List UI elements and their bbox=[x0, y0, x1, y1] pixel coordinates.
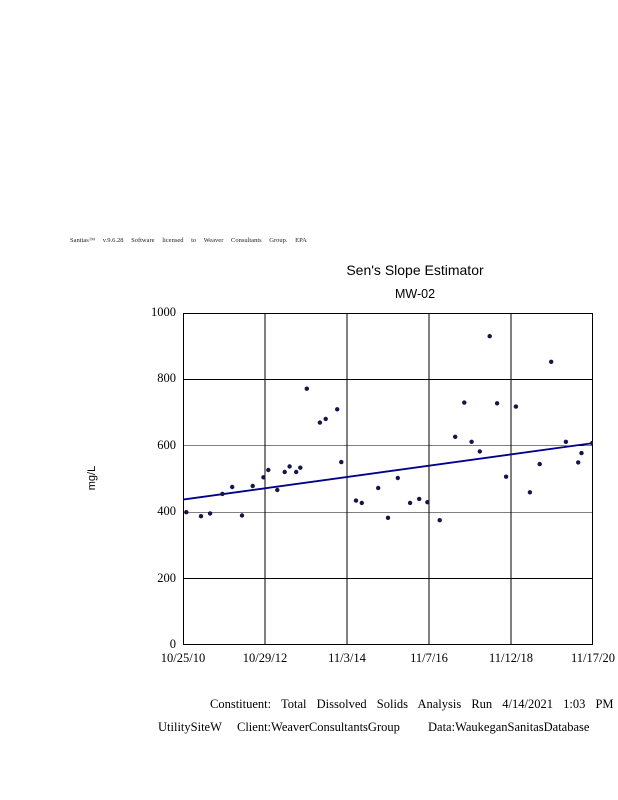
y-axis-label: mg/L bbox=[86, 465, 99, 491]
data-point bbox=[323, 416, 328, 422]
data-point bbox=[353, 498, 359, 503]
data-point bbox=[579, 450, 584, 456]
y-tick-label: 800 bbox=[157, 371, 176, 386]
x-tick-label: 11/12/18 bbox=[489, 651, 533, 665]
data-point bbox=[304, 386, 309, 391]
footer-site-name: UtilitySiteW bbox=[158, 720, 222, 734]
x-tick-label: 11/3/14 bbox=[328, 651, 366, 665]
x-tick-label: 11/7/16 bbox=[410, 651, 448, 665]
chart-subtitle-well-id: MW-02 bbox=[394, 287, 436, 301]
data-point bbox=[462, 400, 467, 405]
data-point bbox=[549, 359, 554, 364]
plot-border bbox=[183, 313, 593, 645]
data-point bbox=[487, 334, 492, 339]
footer-data-source: Data:WaukeganSanitasDatabase bbox=[428, 720, 590, 734]
data-point bbox=[494, 401, 500, 406]
data-point bbox=[198, 514, 204, 519]
data-point bbox=[417, 496, 422, 502]
data-point bbox=[275, 487, 280, 493]
y-tick-label: 1000 bbox=[151, 305, 176, 319]
data-point bbox=[261, 475, 266, 480]
data-point bbox=[220, 491, 225, 497]
data-point bbox=[317, 420, 323, 425]
data-point bbox=[537, 461, 542, 467]
data-point bbox=[287, 464, 292, 469]
data-point bbox=[563, 439, 569, 444]
footer-constituent-line: Constituent: Total Dissolved Solids Anal… bbox=[210, 697, 614, 711]
data-point bbox=[385, 515, 391, 520]
data-point bbox=[282, 469, 287, 475]
sanitas-credit-line: Sanitas™ v.9.6.28 Software licensed to W… bbox=[70, 237, 307, 244]
data-point bbox=[230, 484, 235, 490]
data-point bbox=[339, 459, 344, 465]
footer-client-name: Client:WeaverConsultantsGroup bbox=[237, 720, 400, 734]
data-point bbox=[503, 474, 509, 479]
data-point bbox=[453, 434, 458, 439]
data-point bbox=[590, 440, 595, 446]
data-point bbox=[359, 500, 364, 506]
x-tick-label: 10/29/12 bbox=[242, 651, 288, 665]
y-tick-label: 200 bbox=[157, 570, 176, 585]
data-point bbox=[298, 465, 303, 470]
data-point bbox=[376, 485, 381, 491]
data-point bbox=[239, 513, 245, 518]
data-point bbox=[407, 500, 413, 506]
data-point bbox=[335, 407, 340, 412]
data-point bbox=[294, 469, 299, 475]
y-tick-label: 0 bbox=[169, 637, 176, 651]
plot-area bbox=[182, 313, 595, 645]
data-point bbox=[477, 449, 482, 454]
y-tick-label: 400 bbox=[157, 504, 176, 519]
x-tick-label: 10/25/10 bbox=[160, 651, 206, 665]
data-point bbox=[395, 475, 400, 481]
data-point bbox=[513, 404, 519, 409]
y-tick-label: 600 bbox=[157, 437, 176, 452]
data-point bbox=[425, 500, 430, 505]
data-point bbox=[184, 510, 189, 515]
chart-title: Sen's Slope Estimator bbox=[346, 262, 484, 278]
data-point bbox=[469, 439, 474, 444]
data-point bbox=[266, 467, 271, 473]
data-point bbox=[437, 518, 442, 523]
sen-slope-chart bbox=[182, 313, 595, 645]
data-point bbox=[250, 483, 255, 489]
data-point bbox=[207, 511, 213, 516]
sen-slope-trend-line bbox=[182, 442, 594, 501]
data-point bbox=[576, 460, 581, 465]
x-tick-label: 11/17/20 bbox=[571, 651, 615, 665]
data-point bbox=[527, 490, 533, 495]
